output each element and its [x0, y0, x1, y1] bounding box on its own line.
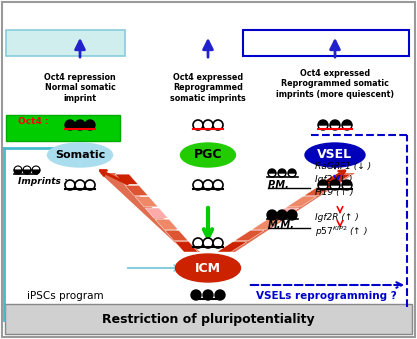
Text: Igf2 (↓ ): Igf2 (↓ ) — [315, 176, 352, 184]
Text: PGC: PGC — [194, 148, 222, 161]
Wedge shape — [32, 170, 40, 174]
Wedge shape — [268, 169, 276, 173]
Wedge shape — [342, 120, 352, 125]
Circle shape — [75, 180, 85, 190]
Wedge shape — [23, 170, 31, 174]
Wedge shape — [318, 180, 328, 185]
Ellipse shape — [176, 254, 241, 282]
Text: Restriction of pluripotentiality: Restriction of pluripotentiality — [102, 313, 314, 325]
Polygon shape — [287, 197, 317, 207]
Text: Imprints :: Imprints : — [18, 178, 68, 186]
Text: Oct4 expressed
Reprogrammed somatic
imprints (more quiescent): Oct4 expressed Reprogrammed somatic impr… — [276, 69, 394, 99]
Circle shape — [215, 290, 225, 300]
Circle shape — [191, 290, 201, 300]
Circle shape — [287, 210, 297, 220]
Polygon shape — [155, 219, 178, 230]
Wedge shape — [278, 169, 286, 173]
Wedge shape — [318, 185, 328, 190]
Wedge shape — [318, 120, 328, 125]
Text: Oct4 repression
Normal somatic
imprint: Oct4 repression Normal somatic imprint — [44, 73, 116, 103]
Text: M.M.: M.M. — [268, 220, 295, 230]
Text: Somatic: Somatic — [55, 150, 105, 160]
Circle shape — [213, 238, 223, 248]
FancyBboxPatch shape — [243, 30, 409, 56]
Wedge shape — [14, 166, 22, 170]
Wedge shape — [342, 125, 352, 130]
Text: P.M.: P.M. — [268, 180, 290, 190]
Circle shape — [213, 180, 223, 190]
Wedge shape — [330, 185, 340, 190]
FancyBboxPatch shape — [5, 304, 412, 334]
Circle shape — [277, 210, 287, 220]
Text: H19 (↑ ): H19 (↑ ) — [315, 188, 354, 198]
Polygon shape — [234, 231, 264, 241]
Text: EGCs program: EGCs program — [21, 206, 105, 216]
Polygon shape — [135, 197, 158, 207]
Circle shape — [85, 120, 95, 130]
Polygon shape — [175, 242, 198, 252]
Polygon shape — [100, 173, 200, 252]
Circle shape — [203, 290, 213, 300]
Polygon shape — [269, 208, 299, 218]
Text: VSEL: VSEL — [317, 148, 352, 161]
Polygon shape — [252, 219, 281, 230]
Text: ICM: ICM — [195, 261, 221, 275]
Polygon shape — [217, 242, 247, 252]
Polygon shape — [322, 174, 351, 184]
Wedge shape — [318, 125, 328, 130]
Circle shape — [193, 180, 203, 190]
Circle shape — [203, 238, 213, 248]
Ellipse shape — [181, 143, 236, 167]
Text: Oct4 :: Oct4 : — [18, 118, 49, 126]
Polygon shape — [304, 185, 334, 196]
Polygon shape — [165, 231, 188, 241]
Circle shape — [203, 120, 213, 130]
Wedge shape — [342, 180, 352, 185]
Wedge shape — [278, 173, 286, 177]
Circle shape — [193, 238, 203, 248]
Text: $p57^{KIP2}$ (↑ ): $p57^{KIP2}$ (↑ ) — [315, 225, 368, 239]
Wedge shape — [330, 125, 340, 130]
Polygon shape — [125, 185, 148, 196]
Circle shape — [203, 180, 213, 190]
Ellipse shape — [48, 143, 113, 167]
Wedge shape — [330, 180, 340, 185]
Circle shape — [193, 120, 203, 130]
FancyBboxPatch shape — [6, 30, 125, 56]
Polygon shape — [145, 208, 168, 218]
Wedge shape — [288, 169, 296, 173]
Text: Igf2R (↑ ): Igf2R (↑ ) — [315, 214, 359, 222]
Circle shape — [75, 120, 85, 130]
Ellipse shape — [305, 143, 365, 167]
Wedge shape — [32, 166, 40, 170]
Text: VSELs reprogramming ?: VSELs reprogramming ? — [256, 291, 397, 301]
Wedge shape — [342, 185, 352, 190]
Circle shape — [213, 120, 223, 130]
FancyBboxPatch shape — [6, 115, 120, 141]
Circle shape — [267, 210, 277, 220]
Circle shape — [65, 180, 75, 190]
Circle shape — [85, 180, 95, 190]
Text: iPSCs program: iPSCs program — [27, 291, 103, 301]
Polygon shape — [218, 173, 355, 252]
Wedge shape — [14, 170, 22, 174]
Wedge shape — [23, 166, 31, 170]
Text: RaGRF1 (↓ ): RaGRF1 (↓ ) — [315, 162, 371, 172]
Polygon shape — [115, 174, 138, 184]
Text: Oct4 expressed
Reprogrammed
somatic imprints: Oct4 expressed Reprogrammed somatic impr… — [170, 73, 246, 103]
Wedge shape — [268, 173, 276, 177]
FancyBboxPatch shape — [2, 2, 415, 337]
Wedge shape — [288, 173, 296, 177]
Wedge shape — [330, 120, 340, 125]
Circle shape — [65, 120, 75, 130]
